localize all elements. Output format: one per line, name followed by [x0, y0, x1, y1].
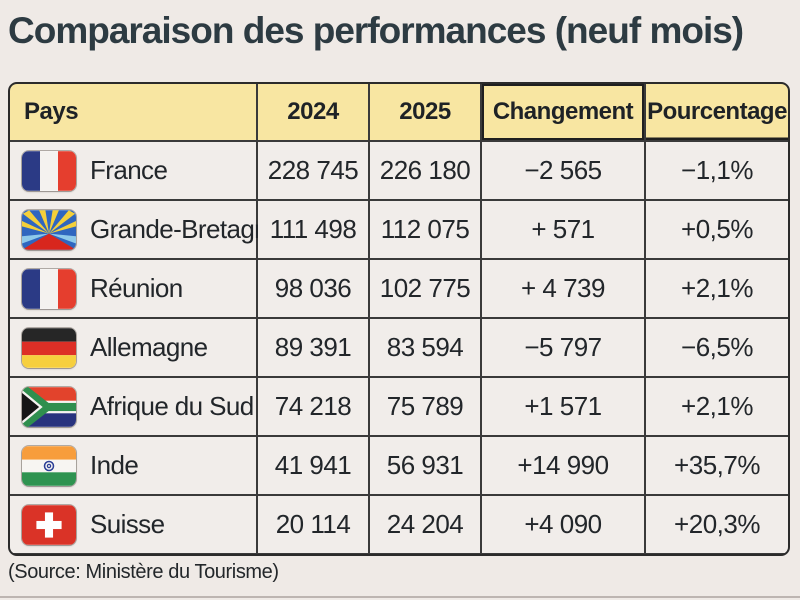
- value-2024: 20 114: [258, 496, 368, 553]
- value-percent: +20,3%: [646, 496, 788, 553]
- value-percent: +2,1%: [646, 260, 788, 317]
- value-change: +1 571: [482, 378, 644, 435]
- flag-germany-icon: [22, 327, 76, 368]
- value-percent: +0,5%: [646, 201, 788, 258]
- value-2025: 226 180: [370, 142, 480, 199]
- value-2025: 112 075: [370, 201, 480, 258]
- country-label: France: [90, 155, 168, 185]
- flag-france-icon: [22, 268, 76, 309]
- value-2025: 56 931: [370, 437, 480, 494]
- value-2024: 89 391: [258, 319, 368, 376]
- flag-reunion-rays-icon: [22, 209, 76, 250]
- table-row: Afrique du Sud: [10, 378, 256, 435]
- flag-south-africa-icon: [22, 386, 76, 427]
- value-percent: +35,7%: [646, 437, 788, 494]
- column-header-changement: Changement: [482, 84, 644, 140]
- value-percent: +2,1%: [646, 378, 788, 435]
- country-label: Grande-Bretagne: [90, 214, 283, 244]
- table-row: France: [10, 142, 256, 199]
- country-label: Afrique du Sud: [90, 391, 254, 421]
- page-title: Comparaison des performances (neuf mois): [8, 10, 744, 51]
- country-label: Réunion: [90, 273, 183, 303]
- bottom-edge-line: [0, 596, 800, 598]
- value-2024: 98 036: [258, 260, 368, 317]
- source-caption: (Source: Ministère du Tourisme): [8, 561, 279, 583]
- column-header-2024: 2024: [258, 84, 368, 140]
- value-2024: 41 941: [258, 437, 368, 494]
- flag-switzerland-icon: [22, 504, 76, 545]
- value-change: + 4 739: [482, 260, 644, 317]
- column-header-pourcentage: Pourcentage: [646, 84, 788, 140]
- value-percent: −6,5%: [646, 319, 788, 376]
- table-row: Inde: [10, 437, 256, 494]
- flag-france-icon: [22, 150, 76, 191]
- value-2024: 228 745: [258, 142, 368, 199]
- value-change: −5 797: [482, 319, 644, 376]
- value-2024: 74 218: [258, 378, 368, 435]
- value-change: +4 090: [482, 496, 644, 553]
- column-header-pays: Pays: [10, 84, 256, 140]
- value-2024: 111 498: [258, 201, 368, 258]
- value-change: + 571: [482, 201, 644, 258]
- value-2025: 83 594: [370, 319, 480, 376]
- table-row: Réunion: [10, 260, 256, 317]
- flag-india-icon: [22, 445, 76, 486]
- value-change: −2 565: [482, 142, 644, 199]
- country-label: Suisse: [90, 509, 165, 539]
- column-header-2025: 2025: [370, 84, 480, 140]
- comparison-table: Pays 2024 2025 Changement Pourcentage Fr…: [8, 82, 790, 556]
- table-row: Suisse: [10, 496, 256, 553]
- table-row: Grande-Bretagne: [10, 201, 283, 258]
- value-change: +14 990: [482, 437, 644, 494]
- value-2025: 75 789: [370, 378, 480, 435]
- value-2025: 24 204: [370, 496, 480, 553]
- table-row: Allemagne: [10, 319, 256, 376]
- value-2025: 102 775: [370, 260, 480, 317]
- country-label: Inde: [90, 450, 139, 480]
- country-label: Allemagne: [90, 332, 208, 362]
- value-percent: −1,1%: [646, 142, 788, 199]
